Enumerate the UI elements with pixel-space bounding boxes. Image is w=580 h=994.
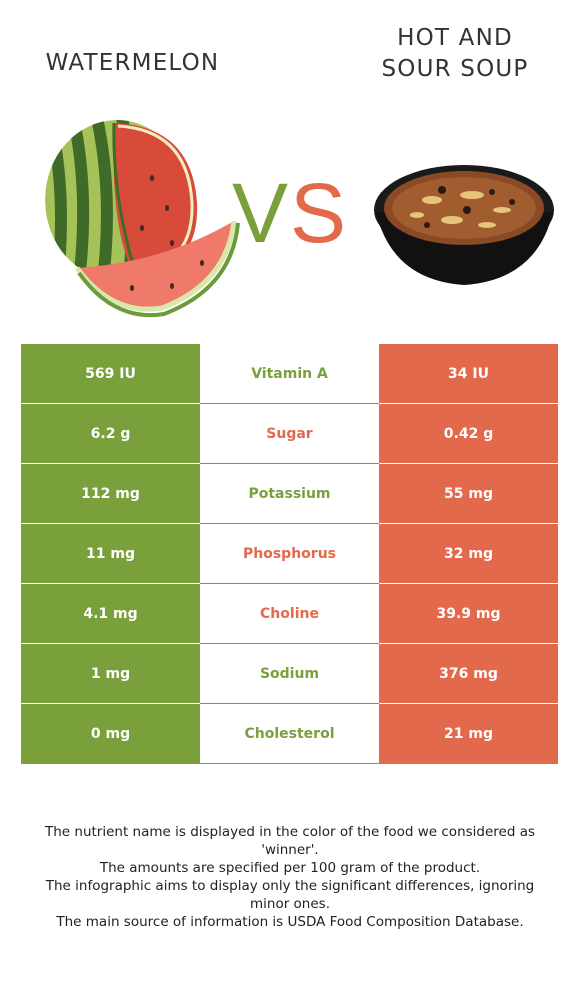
nutrient-name-cell: Choline [200, 584, 379, 644]
table-row: 1 mg Sodium 376 mg [21, 644, 558, 704]
nutrient-name-cell: Vitamin A [200, 344, 379, 404]
nutrient-name-cell: Sugar [200, 404, 379, 464]
left-value-cell: 6.2 g [21, 404, 200, 464]
nutrient-name-cell: Sodium [200, 644, 379, 704]
nutrient-name-cell: Cholesterol [200, 704, 379, 764]
right-value-cell: 376 mg [379, 644, 558, 704]
hot-and-sour-soup-image [374, 165, 554, 285]
left-food-title: WATERMELON [45, 50, 220, 76]
watermelon-image [45, 120, 240, 318]
right-value-cell: 21 mg [379, 704, 558, 764]
nutrient-name-cell: Potassium [200, 464, 379, 524]
left-value-cell: 4.1 mg [21, 584, 200, 644]
right-value-cell: 0.42 g [379, 404, 558, 464]
right-value-cell: 34 IU [379, 344, 558, 404]
footer-line-3: The infographic aims to display only the… [45, 878, 535, 912]
left-value-cell: 1 mg [21, 644, 200, 704]
left-value-cell: 11 mg [21, 524, 200, 584]
right-value-cell: 32 mg [379, 524, 558, 584]
footer-notes: The nutrient name is displayed in the co… [30, 823, 550, 931]
footer-line-2: The amounts are specified per 100 gram o… [99, 860, 481, 876]
comparison-table: 569 IU Vitamin A 34 IU 6.2 g Sugar 0.42 g 112 … [21, 344, 558, 764]
footer-line-1: The nutrient name is displayed in the co… [44, 824, 536, 858]
table-row: 4.1 mg Choline 39.9 mg [21, 584, 558, 644]
right-value-cell: 39.9 mg [379, 584, 558, 644]
vs-s-letter: S [290, 166, 349, 260]
footer-line-4: The main source of information is USDA F… [56, 914, 524, 930]
right-food-title-line1: HOT AND [397, 25, 513, 51]
vs-label: VS [220, 168, 360, 258]
vs-v-letter: V [231, 166, 290, 260]
left-value-cell: 0 mg [21, 704, 200, 764]
table-row: 0 mg Cholesterol 21 mg [21, 704, 558, 764]
left-value-cell: 112 mg [21, 464, 200, 524]
table-row: 11 mg Phosphorus 32 mg [21, 524, 558, 584]
right-food-title-line2: SOUR SOUP [381, 56, 529, 82]
table-row: 569 IU Vitamin A 34 IU [21, 344, 558, 404]
table-row: 6.2 g Sugar 0.42 g [21, 404, 558, 464]
right-value-cell: 55 mg [379, 464, 558, 524]
table-row: 112 mg Potassium 55 mg [21, 464, 558, 524]
left-value-cell: 569 IU [21, 344, 200, 404]
nutrient-name-cell: Phosphorus [200, 524, 379, 584]
right-food-title: HOT AND SOUR SOUP [340, 23, 570, 85]
